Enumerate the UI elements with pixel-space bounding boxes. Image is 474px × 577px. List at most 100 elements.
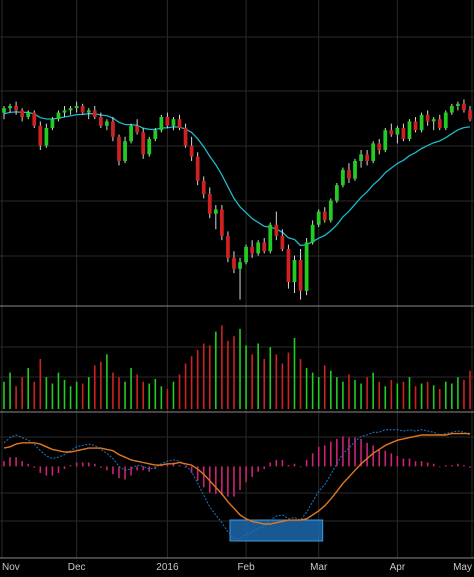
candle-body-up [123,141,127,161]
x-axis: Nov Dec 2016 Feb Mar Apr May [2,562,472,573]
volume-bar [330,370,332,409]
volume-bar [172,381,175,409]
volume-bar [257,343,259,409]
candle-body-down [207,194,212,214]
macd-lines-layer [3,429,471,540]
candle [347,163,351,183]
candle-body-up [171,119,176,126]
histogram-bar [208,466,211,493]
volume-bar [154,378,157,409]
candle [401,123,406,142]
volume-bar [408,377,411,409]
candle-body-up [159,117,164,131]
volume-bar [202,343,205,409]
candle-body-up [419,114,424,131]
histogram-bar [348,437,350,467]
volume-bar [396,383,399,409]
candle-body-down [389,130,394,135]
candle [135,119,140,135]
volume-bar [9,372,11,409]
histogram-bar [63,466,66,470]
histogram-bar [245,466,247,483]
candle-body-down [201,180,206,194]
histogram-bar [33,466,36,468]
candle-body-up [129,125,133,142]
histogram-bar [118,466,120,479]
candle-body-up [62,110,67,113]
candle [316,209,321,227]
volume-bar [378,381,381,409]
volume-bar [311,372,314,409]
histogram-bar [51,466,54,476]
histogram-bar [287,465,290,467]
candle-body-down [347,169,351,179]
candle [159,114,164,133]
histogram-bar [81,462,84,467]
candle [14,101,18,115]
candle-body-up [8,106,12,109]
candle-body-down [141,132,146,155]
histogram-bar [215,466,217,494]
candle [92,106,97,120]
histogram-bar [142,466,144,471]
histogram-bar [469,466,471,468]
highlight-layer [229,519,324,542]
volume-bar [469,370,471,409]
candle [395,125,400,144]
histogram-bar [190,466,193,473]
candle [147,136,152,157]
candle [419,112,424,133]
volume-bar [299,358,302,409]
candle-body-down [286,249,291,282]
histogram-bar [378,449,381,467]
candle-body-up [268,224,273,252]
candle-body-up [26,112,31,117]
volume-bar [444,381,447,409]
histogram-bar [221,466,223,496]
volume-bar [227,340,229,409]
volume-bar [136,374,138,409]
candle-body-up [456,103,460,106]
volume-bar [45,377,48,409]
candle-body-down [468,110,472,120]
candle-body-down [195,156,200,181]
histogram-bar [408,458,411,467]
histogram-bar [93,463,96,467]
candle [226,231,230,263]
volume-bar [184,363,187,409]
candle [353,158,357,181]
histogram-bar [112,466,114,475]
histogram-bar [239,466,241,490]
candle-body-up [105,121,109,126]
candle [250,240,255,258]
price-panel [2,99,472,300]
candles-layer [2,99,472,300]
histogram-bar [426,462,429,467]
volume-bar [239,328,241,409]
candle-body-down [437,119,442,128]
candle-body-down [232,257,236,269]
candle [98,112,103,128]
candle-body-up [383,130,388,150]
candle-body-down [425,114,430,122]
volume-bar [348,374,350,409]
candle [62,106,67,117]
candle-body-up [395,128,400,135]
volume-bar [233,336,235,409]
volume-bar [402,381,405,409]
volume-bar [384,386,387,409]
histogram-bar [281,459,284,467]
candle-body-up [68,108,73,111]
candle-body-down [20,110,25,117]
candle [232,251,236,274]
histogram-bar [184,466,187,468]
candle-body-down [92,110,97,117]
candle [56,110,61,122]
candle-body-up [371,143,376,161]
volume-bar [51,383,54,409]
candle-body-down [462,103,466,111]
volume-bar [208,345,211,409]
histogram-layer [3,436,471,497]
histogram-bar [21,461,23,467]
candle-body-down [226,235,230,258]
